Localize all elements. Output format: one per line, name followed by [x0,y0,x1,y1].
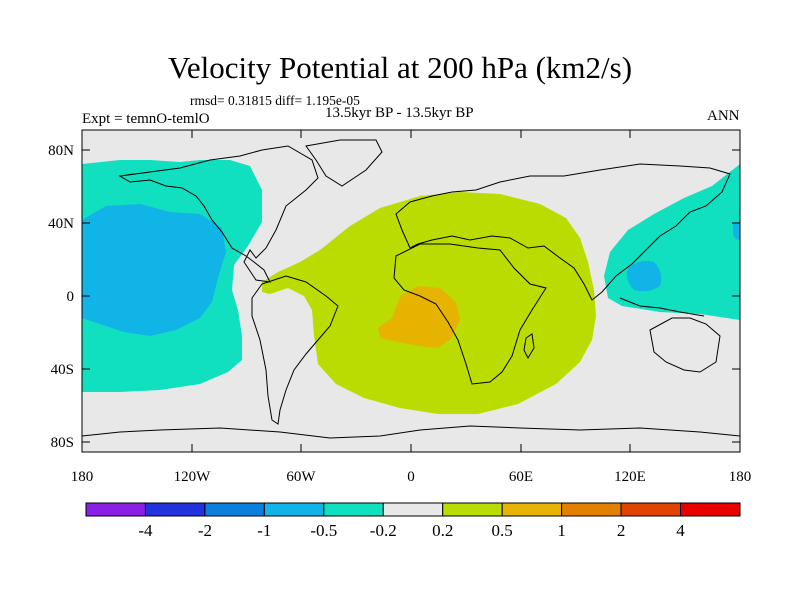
lat-label-0: 0 [67,289,75,305]
colorbar-box [144,502,206,517]
coastline-indonesia [619,297,705,317]
colorbar-box [680,502,741,517]
colorbar-box [323,502,384,517]
colorbar-label: 4 [676,521,685,540]
lon-label-60w: 60W [286,469,316,485]
colorbar-label: -2 [198,521,212,540]
colorbar-box [85,502,146,517]
colorbar-box [561,502,622,517]
contour-neg-0.5-east-pacific [82,204,226,336]
lat-label-80s: 80S [51,435,74,451]
colorbar-labels: -4 -2 -1 -0.5 -0.2 0.2 0.5 1 2 4 [138,521,685,540]
lon-labels: 180 120W 60W 0 60E 120E 180 [71,469,752,485]
map-fill-layer [82,130,740,452]
coastline-greenland [305,139,383,187]
coastline-madagascar [523,333,535,360]
coastline-south-america [251,275,339,425]
lat-label-40s: 40S [51,362,74,378]
lat-label-40n: 40N [48,216,74,232]
colorbar-label: 0.5 [492,521,513,540]
coastline-africa [393,243,547,385]
lon-label-180-left: 180 [71,469,94,485]
colorbar-box [263,502,325,517]
stats-line: rmsd= 0.31815 diff= 1.195e-05 [190,93,360,108]
colorbar-label: -4 [138,521,153,540]
season-label: ANN [707,108,740,124]
colorbar-label: -1 [257,521,271,540]
contour-pos-0.5-africa [378,286,460,348]
lon-ticks [81,130,631,452]
lon-label-60e: 60E [509,469,533,485]
coastline-europe-asia [395,163,731,301]
lon-label-120w: 120W [174,469,212,485]
colorbar-label: -0.5 [310,521,337,540]
contour-neg-0.5-west-pacific [626,260,662,292]
colorbar [85,502,741,517]
colorbar-label: -0.2 [370,521,397,540]
period-label: 13.5kyr BP - 13.5kyr BP [325,105,474,121]
colorbar-box [620,502,682,517]
colorbar-box [501,502,563,517]
colorbar-box [442,502,503,517]
lon-label-180-right: 180 [729,469,752,485]
coastline-antarctica [82,425,740,439]
plot-title: Velocity Potential at 200 hPa (km2/s) [167,50,633,85]
colorbar-label: 2 [617,521,626,540]
colorbar-box [204,502,265,517]
lat-ticks [82,149,740,443]
colorbar-label: 0.2 [432,521,453,540]
coastline-australia [649,317,721,373]
colorbar-box [382,502,444,517]
contour-neg-0.5-dateline-edge [733,222,740,240]
lon-label-120e: 120E [614,469,646,485]
lat-labels: 80N 40N 0 40S 80S [48,143,74,451]
experiment-label: Expt = temnO-temlO [82,111,210,127]
colorbar-label: 1 [557,521,566,540]
coastlines [82,139,740,439]
lon-label-0: 0 [407,469,415,485]
coastline-north-america [118,145,319,283]
lat-label-80n: 80N [48,143,74,159]
